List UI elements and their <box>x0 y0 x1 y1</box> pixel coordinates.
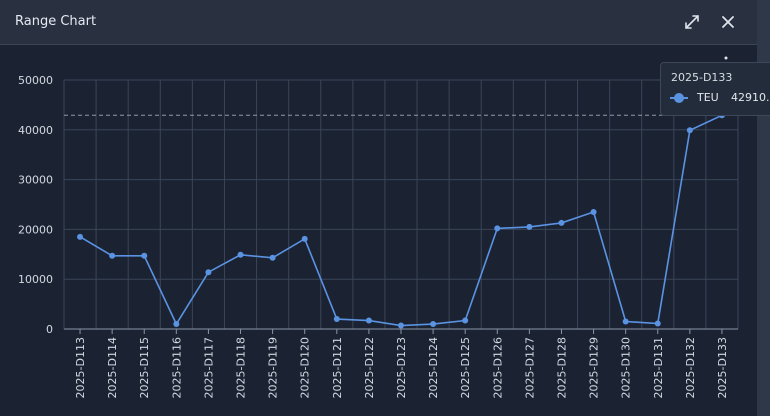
y-tick-label: 50000 <box>18 74 53 87</box>
y-tick-label: 10000 <box>18 273 53 286</box>
x-tick-label: 2025-D115 <box>138 337 151 398</box>
x-tick-label: 2025-D116 <box>170 337 183 398</box>
data-point <box>333 316 340 323</box>
series-line-teu <box>79 114 723 327</box>
data-point <box>494 225 501 232</box>
data-point <box>237 251 244 258</box>
data-point <box>590 208 597 215</box>
x-tick-label: 2025-D131 <box>652 337 665 398</box>
data-point <box>269 254 276 261</box>
data-point <box>622 318 629 325</box>
x-tick-label: 2025-D126 <box>491 337 504 398</box>
data-point <box>365 317 372 324</box>
data-point <box>526 223 533 230</box>
y-tick-label: 30000 <box>18 174 53 187</box>
x-tick-label: 2025-D117 <box>202 337 215 398</box>
data-point <box>462 317 469 324</box>
x-tick-label: 2025-D123 <box>395 337 408 398</box>
x-tick-label: 2025-D120 <box>299 337 312 398</box>
x-tick-label: 2025-D125 <box>459 337 472 398</box>
y-tick-label: 40000 <box>18 124 53 137</box>
x-tick-label: 2025-D118 <box>235 337 248 398</box>
data-point <box>77 233 84 240</box>
x-tick-label: 2025-D113 <box>74 337 87 398</box>
data-point <box>205 269 212 276</box>
y-tick-label: 20000 <box>18 223 53 236</box>
expand-icon[interactable] <box>682 12 702 32</box>
circle-marker-icon <box>674 93 684 103</box>
close-icon[interactable] <box>718 12 738 32</box>
data-point <box>398 322 404 329</box>
x-tick-label: 2025-D124 <box>427 337 440 398</box>
data-point <box>141 252 148 259</box>
window-title: Range Chart <box>15 14 97 29</box>
x-tick-label: 2025-D121 <box>331 337 344 398</box>
x-tick-label: 2025-D128 <box>555 337 568 398</box>
data-point <box>173 321 180 328</box>
x-tick-label: 2025-D129 <box>588 337 601 398</box>
x-tick-label: 2025-D114 <box>106 337 119 398</box>
data-point <box>301 235 308 242</box>
data-point <box>430 321 437 328</box>
x-tick-label: 2025-D119 <box>267 337 280 398</box>
data-point <box>558 219 565 226</box>
data-point <box>109 252 116 259</box>
tooltip-series-value: 42910. <box>731 91 770 104</box>
data-point <box>686 127 693 134</box>
x-tick-label: 2025-D122 <box>363 337 376 398</box>
more-vertical-icon[interactable] <box>722 56 730 72</box>
data-point <box>654 320 661 327</box>
tooltip-series-name: TEU <box>697 91 719 104</box>
x-tick-label: 2025-D132 <box>684 337 697 398</box>
x-tick-label: 2025-D127 <box>523 337 536 398</box>
y-tick-label: 0 <box>46 323 53 336</box>
x-tick-label: 2025-D130 <box>620 337 633 398</box>
tooltip-title: 2025-D133 <box>671 71 733 84</box>
x-tick-label: 2025-D133 <box>716 337 729 398</box>
line-chart: 0 10000 20000 30000 40000 50000 2025-D113 2025-… <box>18 74 739 398</box>
chart-tooltip: 2025-D133 TEU 42910. <box>660 62 770 116</box>
window-header: Range Chart <box>0 0 757 45</box>
